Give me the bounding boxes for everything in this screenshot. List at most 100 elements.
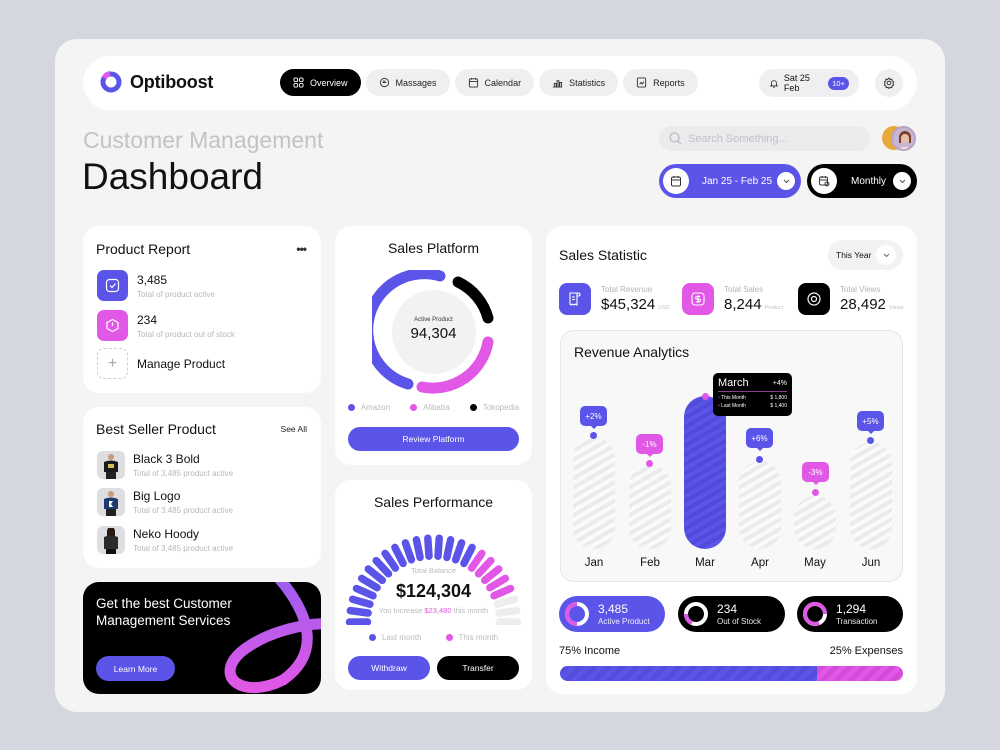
stat-label: Total Revenue bbox=[601, 285, 653, 294]
ring-progress-icon bbox=[803, 601, 828, 626]
bar-jan[interactable] bbox=[573, 437, 615, 549]
logo-icon bbox=[100, 71, 122, 93]
bar-feb[interactable] bbox=[629, 465, 671, 549]
eye-icon bbox=[798, 283, 830, 315]
manage-product-button[interactable]: + Manage Product bbox=[97, 348, 225, 379]
ring-progress-icon bbox=[684, 602, 708, 626]
nav-calendar-label: Calendar bbox=[484, 77, 522, 88]
year-filter-dropdown[interactable]: This Year bbox=[828, 240, 903, 270]
sales-platform-title: Sales Platform bbox=[387, 240, 480, 256]
platform-donut-chart bbox=[372, 270, 494, 394]
product-thumbnail bbox=[97, 488, 125, 516]
tooltip-change: +4% bbox=[772, 379, 787, 387]
calendar-clock-icon bbox=[811, 168, 837, 194]
pill-transaction[interactable]: 1,294 Transaction bbox=[797, 596, 903, 632]
chat-icon bbox=[379, 77, 389, 88]
income-expense-bar bbox=[560, 666, 903, 681]
increase-text: You Increase $23,480 this month bbox=[378, 606, 489, 615]
nav-overview[interactable]: Overview bbox=[280, 69, 361, 96]
product-report-title: Product Report bbox=[96, 241, 191, 257]
search-input[interactable]: Search Something... bbox=[659, 126, 870, 151]
check-square-icon bbox=[97, 270, 128, 301]
month-label: Apr bbox=[751, 557, 769, 569]
nav-calendar[interactable]: Calendar bbox=[454, 69, 535, 96]
best-seller-item[interactable]: Black 3 Bold Total of 3,485 product acti… bbox=[97, 451, 233, 479]
tooltip-month: March bbox=[718, 377, 749, 389]
best-seller-title: Best Seller Product bbox=[96, 421, 216, 437]
income-segment bbox=[560, 666, 818, 681]
search-placeholder: Search Something... bbox=[688, 132, 788, 145]
pill-active-product[interactable]: 3,485 Active Product bbox=[559, 596, 665, 632]
notification-date-pill[interactable]: Sat 25 Feb 10+ bbox=[759, 69, 859, 97]
revenue-analytics-panel: Revenue Analytics +2% Jan -1% Feb Mar +6… bbox=[560, 330, 903, 582]
product-active-row: 3,485 Total of product active bbox=[97, 270, 215, 301]
product-out-of-stock-row: 234 Total of product out of stock bbox=[97, 310, 235, 341]
product-active-value: 3,485 bbox=[137, 272, 168, 287]
legend-tokopedia: Tokopedia bbox=[469, 403, 519, 412]
legend-this-month: This month bbox=[445, 633, 498, 642]
change-tag: +2% bbox=[580, 406, 607, 429]
product-name: Black 3 Bold bbox=[133, 452, 200, 466]
date-range-value: Jan 25 - Feb 25 bbox=[702, 175, 773, 187]
calendar-icon bbox=[663, 168, 689, 194]
withdraw-button[interactable]: Withdraw bbox=[348, 656, 430, 680]
user-avatars[interactable] bbox=[882, 126, 918, 151]
chevron-down-icon bbox=[777, 172, 795, 190]
bar-mar[interactable] bbox=[684, 396, 726, 549]
more-options-icon[interactable]: ••• bbox=[296, 242, 307, 256]
current-date: Sat 25 Feb bbox=[783, 73, 810, 93]
transfer-button[interactable]: Transfer bbox=[437, 656, 519, 680]
expense-segment bbox=[817, 666, 903, 681]
main-nav: Overview Massages Calendar Statistics Re… bbox=[280, 69, 698, 96]
see-all-link[interactable]: See All bbox=[280, 424, 307, 434]
sales-platform-card: Sales Platform Active Product 94,304 Ama… bbox=[335, 226, 532, 465]
stat-total-sales: Total Sales 8,244 Product bbox=[682, 283, 784, 315]
nav-reports-label: Reports bbox=[653, 77, 685, 88]
sales-performance-card: Sales Performance Total Balance $124,304… bbox=[335, 480, 532, 690]
logo[interactable]: Optiboost bbox=[99, 70, 213, 94]
best-seller-card: Best Seller Product See All Black 3 Bold… bbox=[83, 407, 321, 568]
avatar-user bbox=[891, 126, 916, 151]
product-sub: Total of 3,485 product active bbox=[133, 544, 234, 553]
nav-reports[interactable]: Reports bbox=[623, 69, 698, 96]
nav-statistics[interactable]: Statistics bbox=[539, 69, 619, 96]
best-seller-item[interactable]: Neko Hoody Total of 3,485 product active bbox=[97, 526, 233, 554]
top-navbar: Optiboost Overview Massages Calendar Sta… bbox=[83, 56, 917, 110]
pill-out-of-stock[interactable]: 234 Out of Stock bbox=[678, 596, 785, 632]
bar-marker bbox=[867, 437, 874, 444]
bar-apr[interactable] bbox=[739, 461, 781, 549]
performance-gauge bbox=[345, 534, 522, 625]
bar-jun[interactable] bbox=[850, 442, 892, 549]
date-range-selector[interactable]: Jan 25 - Feb 25 bbox=[659, 164, 801, 198]
product-out-of-stock-label: Total of product out of stock bbox=[137, 329, 235, 339]
performance-legend: Last month This month bbox=[335, 633, 532, 642]
nav-massages[interactable]: Massages bbox=[365, 69, 450, 96]
change-tag: -3% bbox=[802, 462, 829, 485]
product-name: Big Logo bbox=[133, 489, 181, 503]
bar-may[interactable] bbox=[794, 496, 836, 549]
page-subtitle: Customer Management bbox=[83, 127, 324, 153]
pill-value: 234 bbox=[717, 602, 738, 616]
pill-label: Active Product bbox=[598, 617, 650, 626]
sales-performance-title: Sales Performance bbox=[373, 494, 494, 510]
stat-total-revenue: Total Revenue $45,324 USD bbox=[559, 283, 670, 315]
pill-value: 3,485 bbox=[598, 602, 629, 616]
bar-marker bbox=[702, 393, 709, 400]
legend-amazon: Amazon bbox=[347, 403, 390, 412]
month-label: Mar bbox=[695, 557, 715, 569]
review-platform-button[interactable]: Review Platform bbox=[348, 427, 519, 451]
settings-button[interactable] bbox=[875, 69, 903, 97]
learn-more-button[interactable]: Learn More bbox=[96, 656, 175, 681]
year-filter-value: This Year bbox=[836, 250, 872, 260]
change-tag: +5% bbox=[857, 411, 884, 434]
period-selector[interactable]: Monthly bbox=[807, 164, 917, 198]
change-tag: -1% bbox=[636, 434, 663, 457]
stat-label: Total Sales bbox=[724, 285, 764, 294]
bar-marker bbox=[812, 489, 819, 496]
pill-value: 1,294 bbox=[836, 602, 867, 616]
receipt-icon bbox=[559, 283, 591, 315]
best-seller-item[interactable]: Big Logo Total of 3,485 product active bbox=[97, 488, 233, 516]
expense-label: 25% Expenses bbox=[829, 645, 903, 657]
bar-marker bbox=[646, 460, 653, 467]
month-label: Jan bbox=[584, 557, 604, 569]
